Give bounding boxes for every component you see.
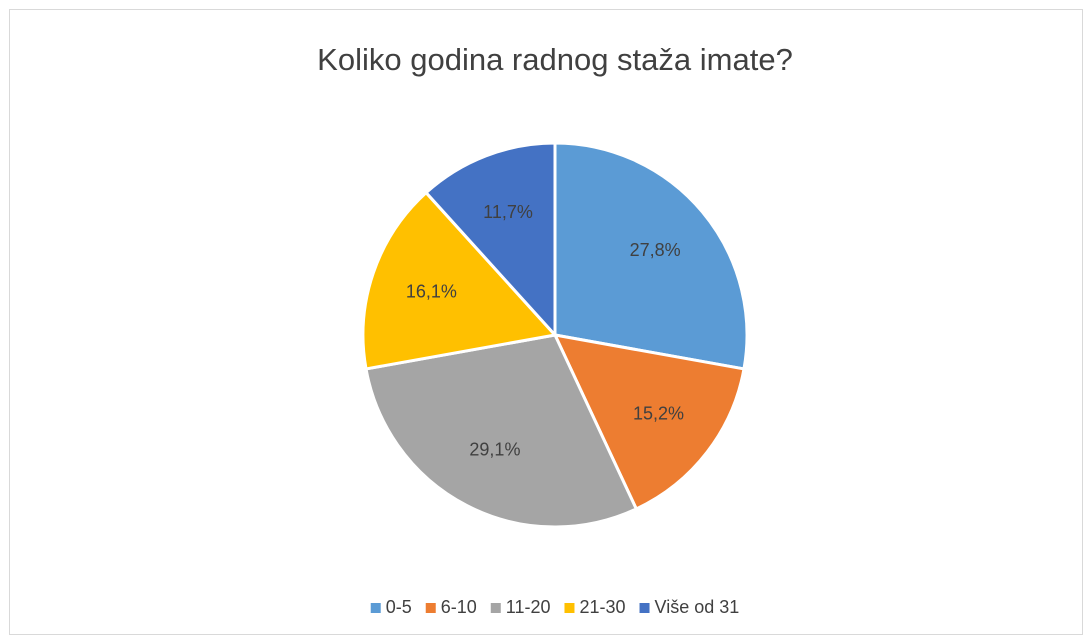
pie-slice — [424, 141, 557, 339]
data-label: 29,1% — [469, 440, 520, 460]
legend-swatch — [490, 603, 501, 613]
legend-swatch — [425, 603, 436, 613]
legend-label: 6-10 — [441, 597, 477, 617]
legend-swatch — [370, 603, 381, 613]
pie-slice — [364, 333, 639, 529]
legend-label: 0-5 — [386, 597, 412, 617]
data-label: 16,1% — [406, 282, 457, 302]
legend-label: Više od 31 — [655, 597, 740, 617]
data-label: 15,2% — [633, 403, 684, 423]
legend-swatch — [639, 603, 650, 613]
data-label: 27,8% — [630, 240, 681, 260]
pie-slice — [553, 141, 749, 371]
chart-title: Koliko godina radnog staža imate? — [317, 42, 793, 77]
pie-slice — [552, 333, 746, 511]
data-label: 11,7% — [483, 202, 533, 222]
legend-swatch — [564, 603, 575, 613]
legend-label: 11-20 — [506, 597, 551, 617]
pie-slice — [361, 190, 558, 371]
legend-label: 21-30 — [579, 597, 625, 617]
